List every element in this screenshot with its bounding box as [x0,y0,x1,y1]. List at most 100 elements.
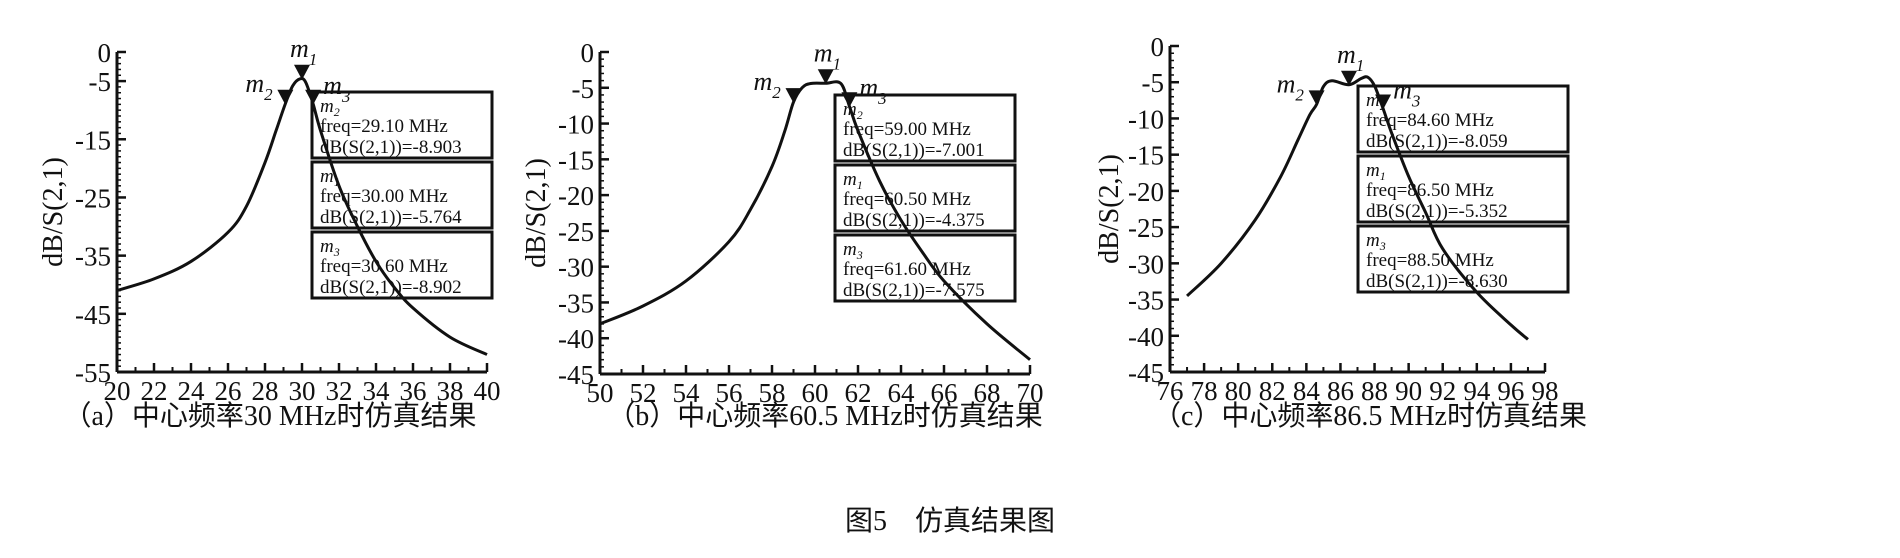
panel-caption: （c）中心频率86.5 MHz时仿真结果 [1153,400,1587,432]
x-tick-label: 94 [1463,376,1491,406]
readout-freq: freq=30.00 MHz [320,186,448,207]
marker-letter: m [754,67,773,96]
marker-label-m3: m3 [859,73,886,108]
y-axis-label: dB/S(2,1) [521,158,552,268]
y-tick-label: -10 [1128,104,1164,134]
readout-freq: freq=86.50 MHz [1366,180,1494,201]
marker-subscript: 3 [1379,239,1386,253]
marker-letter: m [1366,90,1380,111]
marker-subscript: 2 [1295,85,1304,104]
marker-subscript: 3 [856,248,863,262]
y-tick-label: -25 [75,183,111,213]
marker-letter: m [1277,69,1296,98]
y-tick-label: 0 [98,38,112,68]
marker-letter: m [245,69,264,98]
readout-border [833,93,1017,163]
marker-label-m1: m1 [1337,40,1364,75]
series-line [599,80,1031,361]
readout-value: dB(S(2,1))=-5.352 [1366,201,1508,222]
x-tick-label: 38 [437,376,464,406]
marker-subscript: 1 [309,50,318,69]
marker-label-m1: m1 [290,34,317,69]
marker-letter: m [843,239,857,260]
y-tick-label: -20 [558,181,594,211]
marker-letter: m [1366,160,1380,181]
marker-letter: m [290,34,309,63]
marker-letter: m [320,166,334,187]
readout-freq: freq=29.10 MHz [320,116,448,137]
readout-value: dB(S(2,1))=-7.575 [843,280,985,301]
marker-triangle-m3 [1375,94,1392,110]
y-tick-label: 0 [1151,32,1165,62]
readout-border [1356,224,1570,294]
readout-value: dB(S(2,1))=-8.630 [1366,271,1508,292]
readout-value: dB(S(2,1))=-7.001 [843,140,985,161]
y-tick-label: -10 [558,110,594,140]
marker-triangle-m2 [1308,90,1325,106]
x-tick-label: 58 [759,378,786,408]
y-tick-label: -20 [1128,177,1164,207]
readout-value: dB(S(2,1))=-8.903 [320,137,462,158]
x-tick-label: 98 [1532,376,1559,406]
marker-label-m2: m2 [754,67,782,102]
x-tick-label: 96 [1497,376,1524,406]
marker-subscript: 3 [333,245,340,259]
readout-freq: freq=84.60 MHz [1366,110,1494,131]
readout-freq: freq=30.60 MHz [320,256,448,277]
readout-value: dB(S(2,1))=-8.902 [320,277,462,298]
readout-border [310,160,494,230]
x-tick-label: 32 [326,376,353,406]
marker-subscript: 1 [857,178,863,192]
x-tick-label: 24 [178,376,206,406]
readout-marker: m2 [320,96,340,119]
y-tick-label: -45 [1128,358,1164,388]
y-tick-label: -15 [558,145,594,175]
readout-value: dB(S(2,1))=-8.059 [1366,131,1508,152]
series-line [116,76,488,356]
marker-triangle-m1 [1340,70,1357,86]
x-tick-label: 70 [1017,378,1044,408]
x-tick-label: 54 [673,378,701,408]
marker-subscript: 3 [1411,92,1421,111]
x-tick-label: 90 [1395,376,1422,406]
x-tick-label: 68 [974,378,1001,408]
readout-freq: freq=60.50 MHz [843,189,971,210]
y-tick-label: -30 [1128,249,1164,279]
marker-label-m1: m1 [814,38,841,73]
marker-letter: m [814,38,833,67]
x-tick-label: 56 [716,378,743,408]
y-tick-label: -30 [558,253,594,283]
x-tick-label: 80 [1225,376,1252,406]
readout-marker: m1 [320,166,340,189]
readout-border [1356,84,1570,154]
marker-label-m2: m2 [245,69,273,104]
readout-marker: m1 [843,169,863,192]
x-tick-label: 28 [252,376,279,406]
readout-border [833,163,1017,233]
x-tick-label: 22 [141,376,168,406]
x-tick-label: 26 [215,376,242,406]
y-tick-label: -5 [1142,68,1165,98]
marker-letter: m [843,99,857,120]
y-tick-label: 0 [581,38,595,68]
marker-triangle-m2 [277,89,294,105]
x-tick-label: 36 [400,376,427,406]
readout-marker: m3 [843,239,863,262]
x-tick-label: 20 [104,376,131,406]
y-tick-label: -45 [75,300,111,330]
marker-letter: m [1337,40,1356,69]
marker-subscript: 2 [334,105,340,119]
readout-marker: m2 [843,99,863,122]
x-tick-label: 64 [888,378,916,408]
x-tick-label: 40 [474,376,501,406]
x-tick-label: 62 [845,378,872,408]
marker-subscript: 2 [857,108,863,122]
